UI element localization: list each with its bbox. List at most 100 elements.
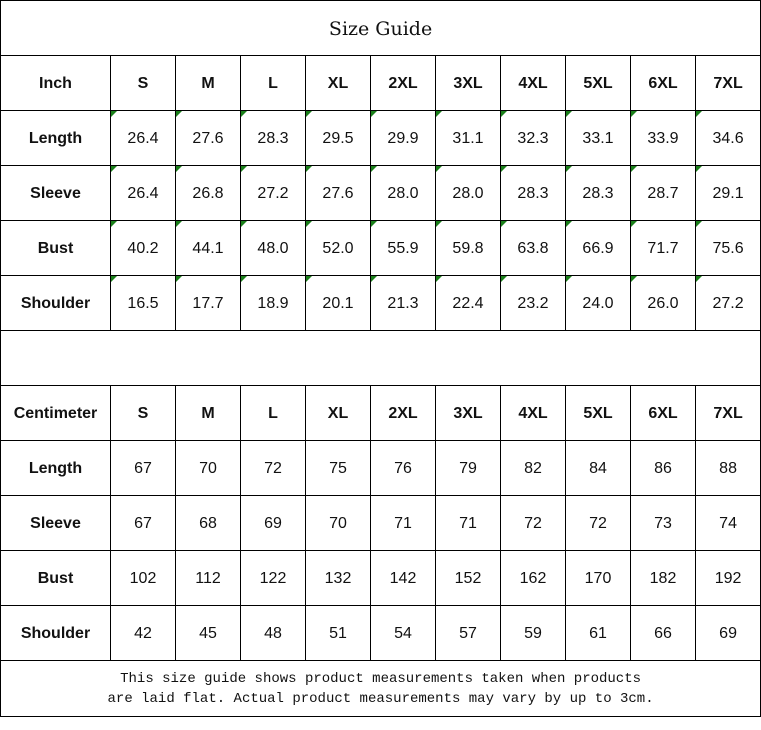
- measurement-value-text: 82: [524, 460, 542, 477]
- size-header-6xl-text: 6XL: [648, 75, 678, 92]
- size-header-7xl: 7XL: [694, 385, 761, 441]
- measurement-value-text: 57: [459, 625, 477, 642]
- measurement-value: 132: [305, 550, 371, 606]
- measurement-value: 26.0: [630, 275, 696, 331]
- measurement-value: 192: [694, 550, 761, 606]
- measurement-value-text: 84: [589, 460, 607, 477]
- measurement-value: 32.3: [500, 110, 566, 166]
- measurement-value: 88: [694, 440, 761, 496]
- spacer-cell: [0, 330, 761, 386]
- size-header-7xl-text: 7XL: [713, 75, 743, 92]
- size-header-4xl: 4XL: [500, 55, 566, 111]
- measurement-value: 29.5: [305, 110, 371, 166]
- size-header-xl: XL: [305, 385, 371, 441]
- measurement-value: 40.2: [110, 220, 176, 276]
- size-header-5xl-text: 5XL: [583, 405, 613, 422]
- size-header-3xl-text: 3XL: [453, 405, 483, 422]
- measurement-value-text: 17.7: [192, 295, 224, 312]
- measurement-value-text: 20.1: [322, 295, 354, 312]
- measurement-value-text: 75.6: [712, 240, 744, 257]
- size-header-s: S: [110, 55, 176, 111]
- measurement-value: 26.4: [110, 165, 176, 221]
- measurement-label-text: Sleeve: [30, 515, 81, 532]
- measurement-value-text: 48.0: [257, 240, 289, 257]
- centimeter-row-bust: Bust 102 112 122 132 142 152 162 170 182 192: [0, 550, 761, 606]
- measurement-label: Sleeve: [0, 165, 111, 221]
- measurement-value: 69: [694, 605, 761, 661]
- measurement-value: 24.0: [565, 275, 631, 331]
- measurement-value-text: 75: [329, 460, 347, 477]
- size-header-6xl: 6XL: [630, 385, 696, 441]
- measurement-value: 74: [694, 495, 761, 551]
- measurement-value: 26.8: [175, 165, 241, 221]
- measurement-value: 55.9: [370, 220, 436, 276]
- measurement-value-text: 51: [329, 625, 347, 642]
- measurement-value: 44.1: [175, 220, 241, 276]
- measurement-value-text: 23.2: [517, 295, 549, 312]
- measurement-value: 66: [630, 605, 696, 661]
- centimeter-unit-label-text: Centimeter: [13, 405, 98, 422]
- measurement-label: Length: [0, 440, 111, 496]
- measurement-value: 20.1: [305, 275, 371, 331]
- footnote-line1: This size guide shows product measuremen…: [120, 670, 642, 687]
- measurement-value-text: 42: [134, 625, 152, 642]
- measurement-value-text: 152: [454, 570, 482, 587]
- measurement-value: 57: [435, 605, 501, 661]
- measurement-value-text: 71: [394, 515, 412, 532]
- inch-row-sleeve: Sleeve 26.4 26.8 27.2 27.6 28.0 28.0 28.3 28.3 28…: [0, 165, 761, 221]
- size-header-3xl: 3XL: [435, 55, 501, 111]
- measurement-label: Shoulder: [0, 275, 111, 331]
- size-header-s-text: S: [137, 405, 149, 422]
- measurement-value: 34.6: [694, 110, 761, 166]
- size-header-m-text: M: [201, 75, 215, 92]
- measurement-value-text: 28.0: [452, 185, 484, 202]
- measurement-value: 102: [110, 550, 176, 606]
- measurement-value: 72: [240, 440, 306, 496]
- measurement-label-text: Length: [28, 130, 83, 147]
- size-header-m: M: [175, 385, 241, 441]
- measurement-value: 28.0: [435, 165, 501, 221]
- measurement-label-text: Sleeve: [30, 185, 81, 202]
- measurement-value-text: 73: [654, 515, 672, 532]
- measurement-value: 28.0: [370, 165, 436, 221]
- measurement-value-text: 44.1: [192, 240, 224, 257]
- measurement-label: Bust: [0, 220, 111, 276]
- centimeter-row-length: Length 67 70 72 75 76 79 82 84 86 88: [0, 440, 761, 496]
- measurement-value: 75: [305, 440, 371, 496]
- measurement-value: 59: [500, 605, 566, 661]
- size-header-7xl: 7XL: [694, 55, 761, 111]
- measurement-value: 61: [565, 605, 631, 661]
- measurement-value: 112: [175, 550, 241, 606]
- measurement-value: 79: [435, 440, 501, 496]
- centimeter-header-row: Centimeter S M L XL 2XL 3XL 4XL 5XL 6XL 7XL: [0, 385, 761, 441]
- size-header-7xl-text: 7XL: [713, 405, 743, 422]
- measurement-value-text: 66.9: [582, 240, 614, 257]
- measurement-value-text: 71: [459, 515, 477, 532]
- size-header-m-text: M: [201, 405, 215, 422]
- measurement-label: Sleeve: [0, 495, 111, 551]
- measurement-value-text: 162: [519, 570, 547, 587]
- measurement-value: 72: [500, 495, 566, 551]
- measurement-value: 142: [370, 550, 436, 606]
- measurement-label: Bust: [0, 550, 111, 606]
- measurement-value-text: 16.5: [127, 295, 159, 312]
- measurement-value: 73: [630, 495, 696, 551]
- measurement-value: 33.9: [630, 110, 696, 166]
- measurement-value-text: 27.2: [257, 185, 289, 202]
- measurement-value: 18.9: [240, 275, 306, 331]
- inch-unit-label: Inch: [0, 55, 111, 111]
- measurement-value-text: 24.0: [582, 295, 614, 312]
- measurement-value-text: 68: [199, 515, 217, 532]
- measurement-value-text: 33.1: [582, 130, 614, 147]
- measurement-value: 31.1: [435, 110, 501, 166]
- footnote: This size guide shows product measuremen…: [0, 660, 761, 717]
- measurement-value-text: 79: [459, 460, 477, 477]
- measurement-value: 29.9: [370, 110, 436, 166]
- size-header-4xl-text: 4XL: [518, 75, 548, 92]
- measurement-value: 66.9: [565, 220, 631, 276]
- size-header-xl: XL: [305, 55, 371, 111]
- measurement-value: 26.4: [110, 110, 176, 166]
- table-title: Size Guide: [0, 0, 761, 56]
- measurement-value: 27.6: [175, 110, 241, 166]
- size-header-2xl-text: 2XL: [388, 75, 418, 92]
